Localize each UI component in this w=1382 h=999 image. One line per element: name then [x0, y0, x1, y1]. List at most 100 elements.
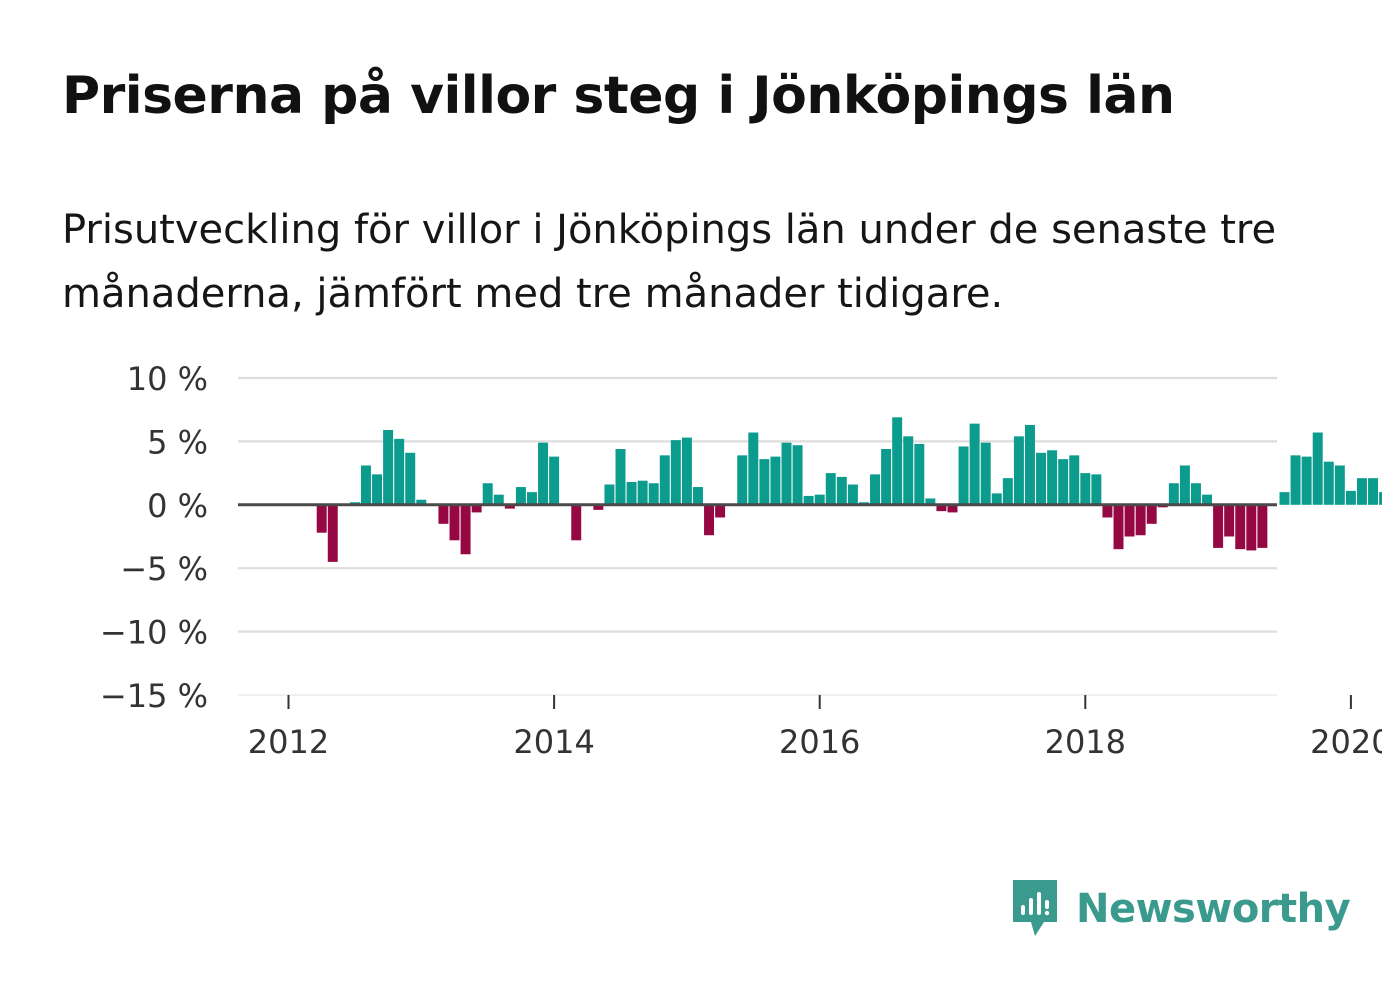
bar — [870, 474, 881, 505]
bar — [1235, 504, 1246, 550]
bar — [836, 476, 847, 505]
x-tick-label: 2020 — [1310, 723, 1382, 761]
bar — [670, 440, 681, 505]
bar — [814, 494, 825, 505]
bar — [903, 436, 914, 505]
bar — [493, 494, 504, 505]
bar — [327, 504, 338, 562]
bar — [1312, 432, 1323, 505]
bar — [792, 445, 803, 505]
bar — [1379, 492, 1382, 505]
bar — [1069, 455, 1080, 505]
bar — [681, 437, 692, 505]
bar — [980, 442, 991, 505]
x-axis: 20122014201620182020202220242026 — [248, 695, 1382, 761]
bar — [759, 459, 770, 505]
bar — [1202, 494, 1213, 505]
bar — [405, 452, 416, 505]
bar — [781, 442, 792, 505]
y-tick-label: 10 % — [127, 360, 208, 398]
y-axis-tick-labels: 10 % 5 % 0 % −5 % −10 % −15 % — [100, 360, 208, 715]
bar — [1224, 504, 1235, 537]
bar — [825, 473, 836, 505]
bar — [471, 504, 482, 513]
bar — [881, 449, 892, 505]
bar — [748, 432, 759, 505]
bar — [538, 442, 549, 505]
bar — [1047, 450, 1058, 505]
bar — [1146, 504, 1157, 524]
bar — [1356, 478, 1367, 505]
bar — [1102, 504, 1113, 518]
bar — [1113, 504, 1124, 550]
bar — [803, 495, 814, 505]
bar — [770, 456, 781, 505]
bar — [947, 504, 958, 513]
bar — [1135, 504, 1146, 536]
bar — [571, 504, 582, 541]
bar — [648, 483, 659, 505]
bar — [715, 504, 726, 518]
bar — [360, 465, 371, 505]
bar — [526, 492, 537, 505]
y-tick-label: −15 % — [100, 677, 208, 715]
bar — [1058, 459, 1069, 505]
bar — [615, 449, 626, 505]
bar — [1213, 504, 1224, 548]
bar — [1168, 483, 1179, 505]
bar — [704, 504, 715, 536]
bar — [1290, 455, 1301, 505]
bar — [692, 487, 703, 505]
x-tick-label: 2016 — [779, 723, 860, 761]
bar — [504, 504, 515, 509]
y-tick-label: −10 % — [100, 614, 208, 652]
bar — [1345, 490, 1356, 505]
bar — [1080, 473, 1091, 505]
bar — [438, 504, 449, 524]
bar — [372, 474, 383, 505]
bar — [593, 504, 604, 510]
bar — [549, 456, 560, 505]
bar — [936, 504, 947, 512]
bar — [316, 504, 327, 533]
chart-subtitle: Prisutveckling för villor i Jönköpings l… — [62, 207, 1277, 317]
bar — [1179, 465, 1190, 505]
bar — [1301, 456, 1312, 505]
bar — [847, 484, 858, 505]
bar — [1246, 504, 1257, 551]
bars — [316, 417, 1382, 562]
bar — [482, 483, 493, 505]
bar — [1257, 504, 1268, 548]
bar — [394, 438, 405, 505]
y-tick-label: 0 % — [147, 487, 208, 525]
bar — [383, 429, 394, 505]
bar — [460, 504, 471, 555]
bar — [1368, 478, 1379, 505]
bar — [659, 455, 670, 505]
bar — [1013, 436, 1024, 505]
bar — [637, 480, 648, 505]
bar — [969, 423, 980, 505]
bar — [914, 443, 925, 505]
bar — [1124, 504, 1135, 537]
x-tick-label: 2014 — [513, 723, 594, 761]
bar — [1323, 461, 1334, 505]
bar — [892, 417, 903, 505]
bar — [626, 481, 637, 505]
bar — [958, 446, 969, 505]
x-tick-label: 2012 — [248, 723, 329, 761]
x-tick-label: 2018 — [1045, 723, 1126, 761]
gridlines — [238, 376, 1277, 696]
bar — [515, 487, 526, 505]
brand: Newsworthy — [1010, 878, 1351, 940]
newsworthy-logo-icon — [1013, 880, 1057, 936]
bar — [1091, 474, 1102, 505]
bar — [737, 455, 748, 505]
y-tick-label: −5 % — [120, 550, 208, 588]
brand-name: Newsworthy — [1076, 886, 1351, 932]
y-tick-label: 5 % — [147, 423, 208, 461]
chart-title: Priserna på villor steg i Jönköpings län — [62, 66, 1175, 126]
bar — [416, 499, 427, 505]
bar — [449, 504, 460, 541]
